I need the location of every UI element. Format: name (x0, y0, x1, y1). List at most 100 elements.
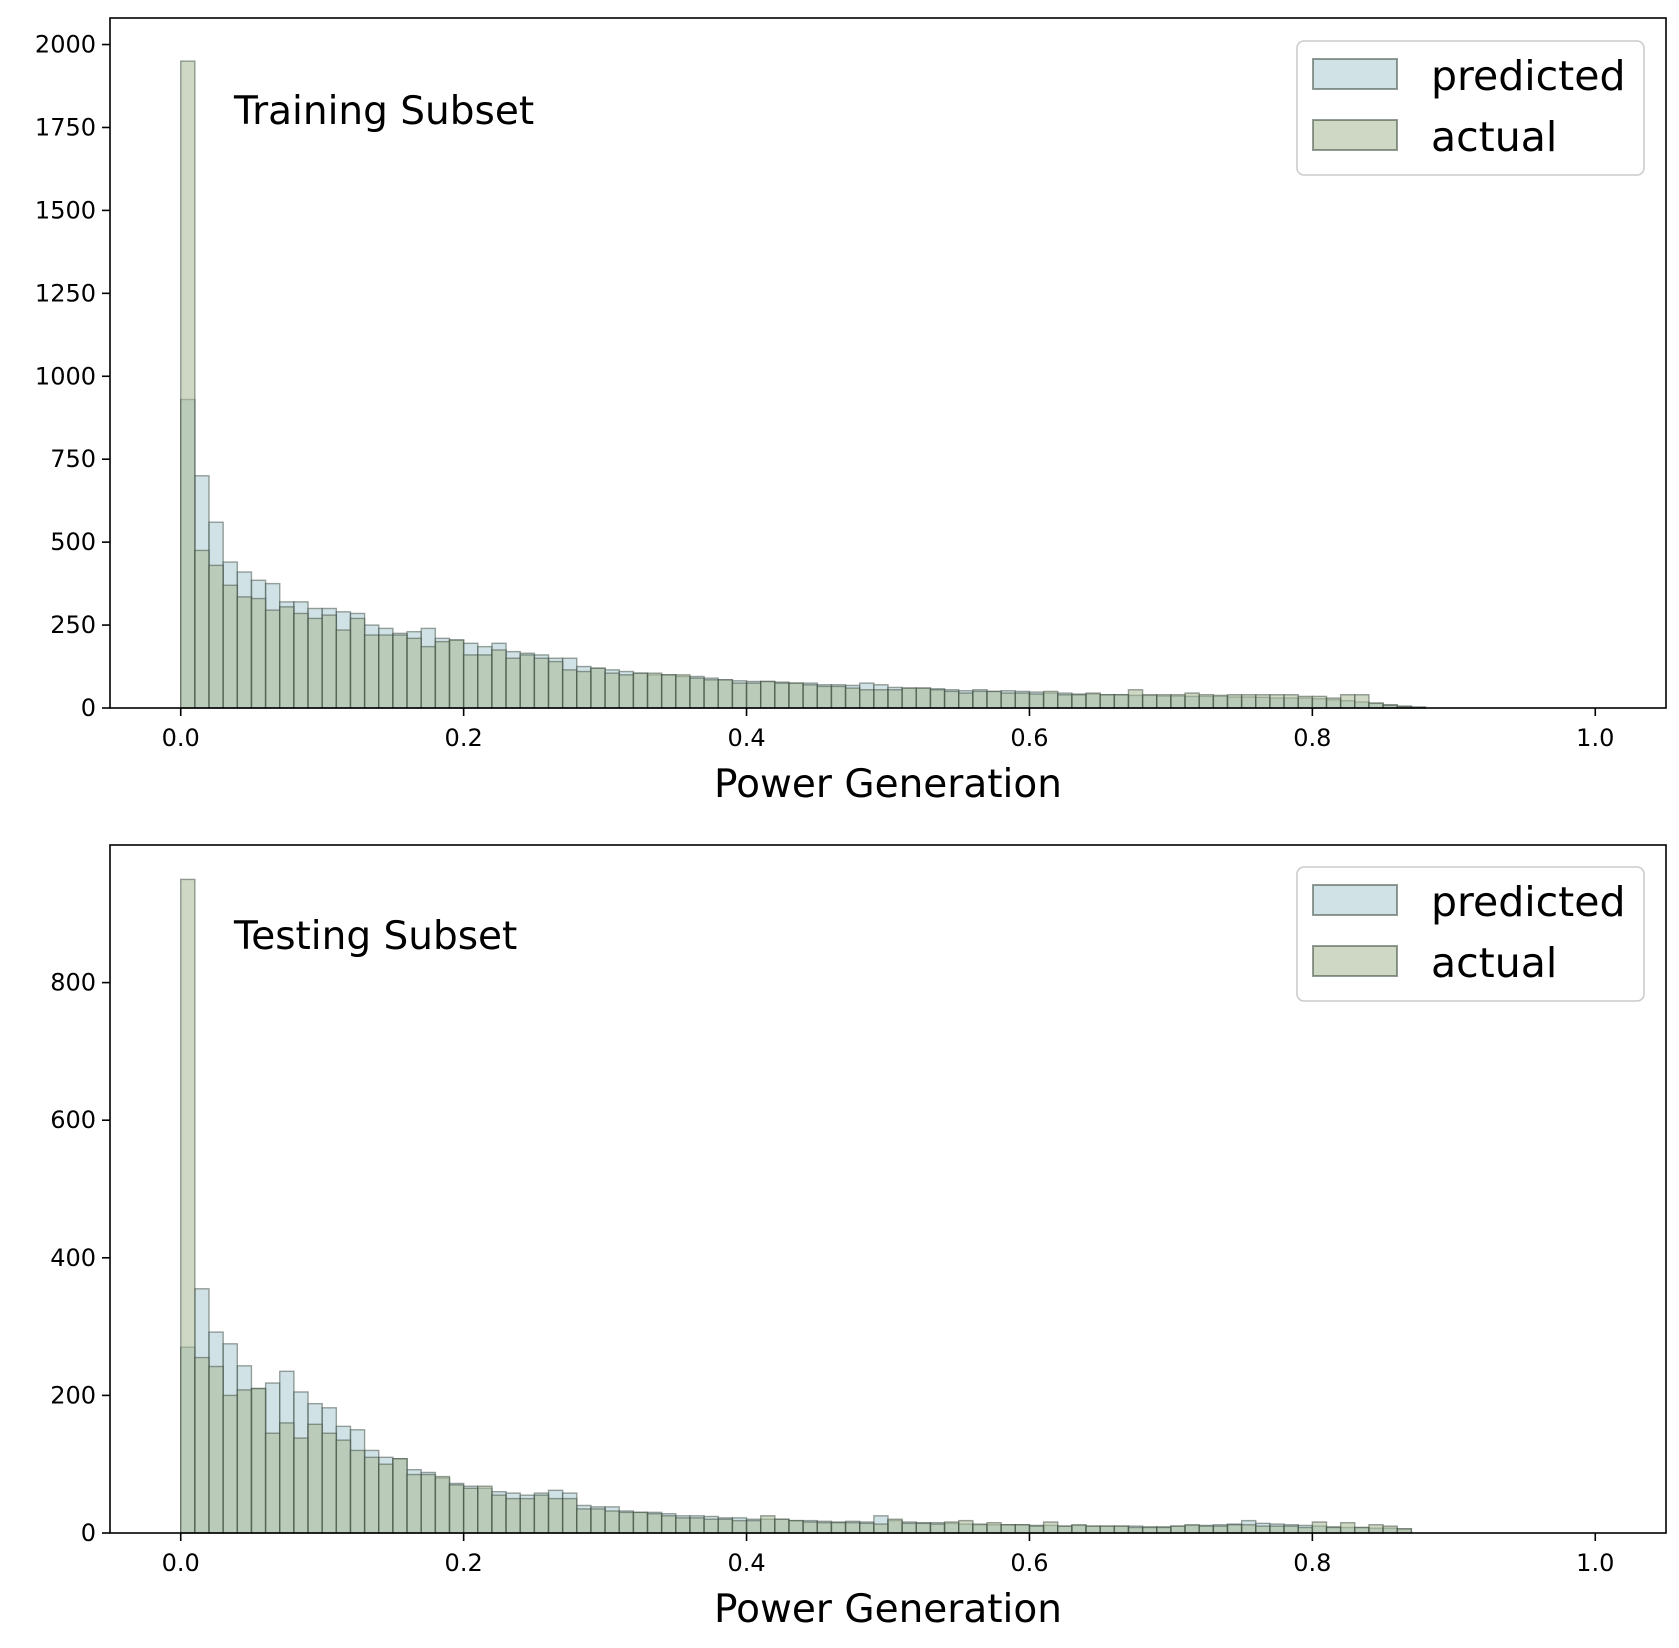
training-bar-actual-76 (1255, 694, 1271, 709)
training-x-tick-label-0: 0.0 (162, 724, 200, 752)
training-bar-actual-43 (788, 682, 804, 709)
training-bar-actual-40 (745, 682, 762, 709)
training-bar-actual-25 (533, 657, 550, 709)
testing-bar-actual-8 (293, 1437, 309, 1534)
testing-y-tick-label-2: 400 (50, 1244, 96, 1272)
testing-bar-actual-47 (844, 1521, 861, 1534)
testing-bar-actual-58 (1000, 1524, 1017, 1534)
training-x-axis-label: Power Generation (714, 762, 1062, 807)
testing-bars (180, 878, 1413, 1534)
testing-bar-actual-63 (1071, 1524, 1087, 1534)
training-bar-actual-82 (1339, 694, 1356, 709)
testing-x-tick-label-2: 0.4 (727, 1549, 765, 1577)
testing-bar-actual-36 (689, 1517, 705, 1534)
testing-bar-actual-78 (1283, 1525, 1299, 1534)
training-y-tick-label-0: 0 (81, 694, 96, 722)
testing-bar-actual-13 (363, 1456, 380, 1534)
training-bar-actual-34 (660, 674, 677, 709)
testing-bar-actual-37 (703, 1518, 719, 1534)
testing-bar-actual-11 (335, 1439, 352, 1534)
testing-bar-actual-67 (1127, 1526, 1144, 1534)
testing-bar-actual-2 (208, 1365, 224, 1534)
training-bar-actual-11 (335, 629, 352, 709)
testing-bar-actual-40 (745, 1519, 762, 1534)
training-y-tick-label-8: 2000 (35, 31, 96, 59)
testing-bar-actual-52 (915, 1522, 932, 1534)
testing-bar-actual-16 (406, 1473, 422, 1534)
testing-bar-actual-61 (1042, 1521, 1059, 1534)
testing-bar-actual-35 (675, 1517, 691, 1534)
testing-bar-actual-30 (604, 1510, 620, 1534)
training-bar-actual-81 (1325, 697, 1342, 709)
testing-bar-actual-0 (180, 878, 196, 1534)
training-bar-actual-64 (1085, 692, 1101, 709)
training-bar-actual-9 (307, 617, 323, 709)
testing-x-tick-label-5: 1.0 (1576, 1549, 1614, 1577)
testing-bar-actual-51 (901, 1522, 918, 1534)
training-bar-actual-73 (1212, 694, 1229, 709)
testing-bar-actual-50 (887, 1518, 903, 1534)
training-bar-actual-60 (1028, 693, 1045, 709)
training-legend: predicted actual (1296, 40, 1645, 176)
training-bar-actual-70 (1170, 694, 1186, 709)
training-bar-actual-71 (1184, 692, 1200, 709)
testing-bar-actual-45 (816, 1521, 833, 1534)
testing-bar-actual-41 (759, 1515, 776, 1534)
testing-bar-actual-42 (774, 1518, 790, 1534)
training-bar-actual-24 (519, 654, 536, 709)
training-bar-actual-50 (887, 689, 903, 709)
training-bar-actual-37 (703, 679, 719, 709)
training-bar-actual-67 (1127, 689, 1144, 709)
training-y-ticks: 0 250 500 750 1000 1250 1500 1750 2000 (35, 31, 110, 722)
testing-bar-actual-12 (349, 1449, 366, 1534)
testing-bar-actual-55 (958, 1519, 974, 1534)
training-bar-actual-74 (1226, 694, 1243, 709)
testing-bar-actual-38 (717, 1518, 734, 1534)
training-bar-actual-51 (901, 687, 918, 709)
testing-bar-actual-25 (533, 1494, 550, 1534)
testing-bar-actual-1 (194, 1356, 210, 1534)
testing-x-tick-label-1: 0.2 (445, 1549, 483, 1577)
testing-bar-actual-83 (1354, 1526, 1370, 1534)
testing-bar-actual-74 (1226, 1524, 1243, 1534)
training-y-tick-label-5: 1250 (35, 279, 96, 307)
training-bar-actual-68 (1141, 694, 1158, 709)
testing-bar-actual-6 (264, 1432, 281, 1534)
training-y-tick-label-7: 1750 (35, 113, 96, 141)
training-x-tick-label-1: 0.2 (445, 724, 483, 752)
testing-bar-actual-7 (279, 1422, 295, 1534)
training-bar-actual-44 (802, 684, 818, 709)
testing-bar-actual-53 (929, 1523, 946, 1534)
testing-bar-actual-46 (830, 1521, 847, 1534)
testing-bar-actual-65 (1099, 1525, 1116, 1534)
training-bar-actual-8 (293, 612, 309, 709)
testing-bar-actual-18 (434, 1475, 451, 1534)
testing-bar-actual-10 (321, 1432, 338, 1534)
training-x-tick-label-5: 1.0 (1576, 724, 1614, 752)
training-bar-actual-66 (1113, 694, 1130, 709)
testing-bar-actual-43 (788, 1519, 804, 1534)
training-bar-actual-65 (1099, 694, 1116, 709)
testing-bar-actual-3 (222, 1394, 239, 1534)
training-bar-actual-18 (434, 640, 451, 709)
training-bar-actual-77 (1269, 694, 1285, 709)
testing-y-ticks: 0 200 400 600 800 (50, 969, 110, 1547)
training-bar-actual-79 (1297, 695, 1314, 709)
training-bar-actual-58 (1000, 692, 1017, 709)
training-bar-actual-41 (759, 680, 776, 709)
testing-bar-actual-15 (392, 1457, 408, 1534)
training-bar-actual-47 (844, 687, 861, 709)
training-bar-actual-80 (1311, 695, 1328, 709)
training-y-tick-label-2: 500 (50, 528, 96, 556)
training-legend-swatch-actual (1312, 119, 1398, 151)
testing-legend: predicted actual (1296, 866, 1645, 1002)
testing-bar-actual-20 (462, 1487, 479, 1534)
testing-x-ticks: 0.0 0.2 0.4 0.6 0.8 1.0 (162, 1533, 1614, 1577)
training-bar-actual-46 (830, 685, 847, 709)
training-y-tick-label-4: 1000 (35, 362, 96, 390)
training-bar-actual-83 (1354, 694, 1370, 709)
training-x-ticks: 0.0 0.2 0.4 0.6 0.8 1.0 (162, 708, 1614, 752)
testing-bar-actual-4 (236, 1389, 253, 1534)
training-x-tick-label-2: 0.4 (727, 724, 765, 752)
training-bar-actual-32 (632, 672, 649, 709)
